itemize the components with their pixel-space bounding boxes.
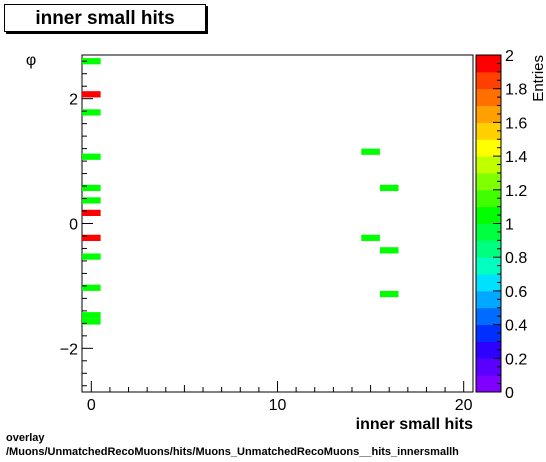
palette-swatch xyxy=(476,341,501,359)
x-tick-label: 20 xyxy=(455,397,473,414)
heatmap-cell xyxy=(379,290,399,298)
palette-tick-label: 2 xyxy=(505,48,514,65)
palette-tick-label: 0 xyxy=(505,385,514,402)
palette-tick-label: 1.2 xyxy=(505,183,527,200)
palette-tick-label: 0.2 xyxy=(505,351,527,368)
heatmap-plot: 0 10 20 −2 0 2 inner small hits φ 0 0.2 0.4 0.6 0.8… xyxy=(26,48,546,430)
heatmap-cell xyxy=(82,284,101,291)
palette-swatch xyxy=(476,71,501,90)
footer-path-label: /Muons/UnmatchedRecoMuons/hits/Muons_Unm… xyxy=(6,446,459,458)
heatmap-cell xyxy=(82,209,101,217)
heatmap-cell xyxy=(82,253,101,260)
heatmap-cell xyxy=(82,234,101,241)
palette-swatch xyxy=(476,223,501,241)
heatmap-cell xyxy=(379,184,399,192)
y-tick-label: 2 xyxy=(69,92,78,109)
plot-frame xyxy=(81,54,474,393)
palette-swatch xyxy=(476,375,501,393)
heatmap-cell xyxy=(82,109,101,116)
palette-swatch xyxy=(476,105,501,123)
heatmap-cell xyxy=(82,91,101,98)
palette-tick-label: 1.4 xyxy=(505,149,527,166)
palette-tick-label: 0.6 xyxy=(505,284,527,301)
palette-swatch xyxy=(476,122,501,140)
y-tick-label: −2 xyxy=(60,341,78,358)
palette-tick-label: 0.8 xyxy=(505,250,527,267)
palette-swatch xyxy=(476,156,501,174)
y-axis-label: φ xyxy=(26,52,36,69)
palette-tick-label: 1 xyxy=(505,217,514,234)
palette-swatch xyxy=(476,324,501,342)
palette-axis-label: Entries xyxy=(530,55,546,102)
chart-title-box: inner small hits xyxy=(4,4,206,32)
palette-swatch xyxy=(476,139,501,157)
palette-tick-label: 1.8 xyxy=(505,82,527,99)
heatmap-cell xyxy=(82,312,101,319)
heatmap-cell xyxy=(82,184,101,192)
palette-swatch xyxy=(476,172,501,191)
heatmap-cell xyxy=(82,58,101,65)
chart-title: inner small hits xyxy=(35,8,175,29)
palette-tick-label: 1.6 xyxy=(505,115,527,132)
heatmap-cell xyxy=(82,318,101,325)
x-axis-label: inner small hits xyxy=(356,416,473,430)
footer-overlay-label: overlay xyxy=(6,432,45,444)
palette-swatch xyxy=(476,240,501,258)
palette-swatch xyxy=(476,55,501,73)
palette-swatch xyxy=(476,290,501,309)
palette-swatch xyxy=(476,358,501,376)
heatmap-cell xyxy=(379,247,399,254)
heatmap-cell xyxy=(361,148,380,155)
y-tick-label: 0 xyxy=(69,217,78,234)
palette-swatch xyxy=(476,257,501,275)
heatmap-cell xyxy=(82,153,101,160)
palette-swatch xyxy=(476,189,501,208)
palette-swatch xyxy=(476,206,501,224)
palette-tick-label: 0.4 xyxy=(505,318,527,335)
palette-swatch xyxy=(476,274,501,292)
palette-swatch xyxy=(476,307,501,326)
palette-swatch xyxy=(476,88,501,107)
heatmap-cell xyxy=(82,197,101,204)
x-tick-label: 10 xyxy=(269,397,287,414)
heatmap-cell xyxy=(361,234,380,241)
x-tick-label: 0 xyxy=(87,397,96,414)
